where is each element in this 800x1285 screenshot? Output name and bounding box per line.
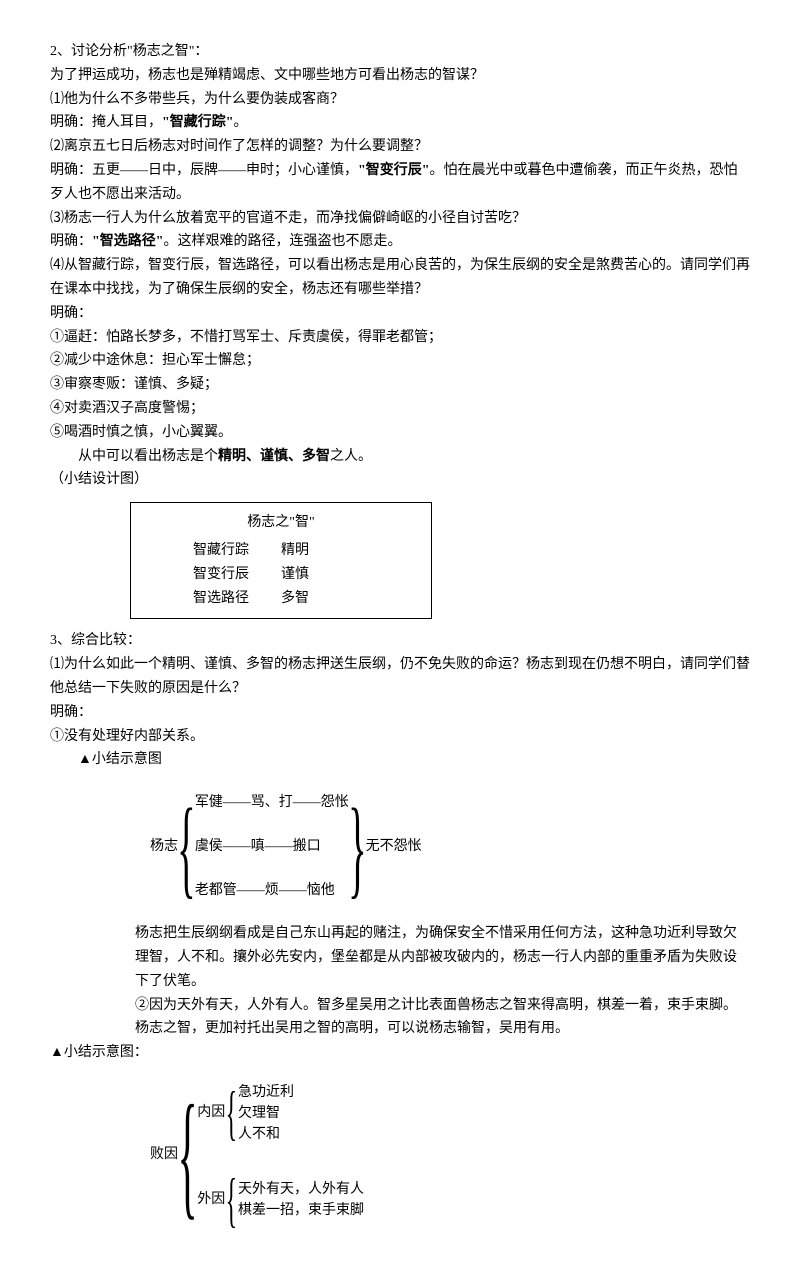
list-item-1: ①逼赶：怕路长梦多，不惜打骂军士、斥责虞侯，得罪老都管； <box>50 326 750 350</box>
paragraph-1: 杨志把生辰纲纲看成是自己东山再起的赌注，为确保安全不惜采用任何方法，这种急功近利… <box>135 922 750 993</box>
brace-icon: { <box>226 1086 238 1141</box>
leaf-item: 人不和 <box>238 1124 294 1145</box>
table-title: 杨志之"智" <box>161 511 401 535</box>
a2-pre: 明确：五更——日中，辰牌——申时；小心谨慎， <box>50 163 358 178</box>
diagram1-label: ▲小结示意图 <box>78 748 750 772</box>
section2-heading: 2、讨论分析"杨志之智"： <box>50 40 750 64</box>
summary-table: 杨志之"智" 智藏行踪精明 智变行辰谨慎 智选路径多智 <box>130 502 432 619</box>
diagram2-label: ▲小结示意图： <box>50 1041 750 1065</box>
brace-icon: { <box>226 1173 238 1228</box>
diagram-line: 虞侯——嗔——搬口 <box>195 835 349 859</box>
a1-pre: 明确：掩人耳目， <box>50 115 162 130</box>
a1-post: 。 <box>234 115 248 130</box>
q3: ⑶杨志一行人为什么放着宽平的官道不走，而净找偏僻崎岖的小径自讨苦吃？ <box>50 207 750 231</box>
section3-heading: 3、综合比较： <box>50 629 750 653</box>
brace-icon: { <box>177 792 195 902</box>
list-item-3: ③审察枣贩：谨慎、多疑； <box>50 373 750 397</box>
section2-intro: 为了押运成功，杨志也是殚精竭虑、文中哪些地方可看出杨志的智谋？ <box>50 64 750 88</box>
design-label: （小结设计图） <box>50 468 750 492</box>
a2: 明确：五更——日中，辰牌——申时；小心谨慎，"智变行辰"。怕在晨光中或暮色中遭偷… <box>50 159 750 207</box>
diagram-line: 老都管——烦——恼他 <box>195 879 349 903</box>
concl-bold: 精明、谨慎、多智 <box>218 449 330 464</box>
leaf-item: 欠理智 <box>238 1103 294 1124</box>
list-item-2: ②减少中途休息：担心军士懈怠； <box>50 349 750 373</box>
s3-reason1: ①没有处理好内部关系。 <box>50 725 750 749</box>
diagram-left-label: 杨志 <box>150 835 178 859</box>
q4: ⑷从智藏行踪，智变行辰，智选路径，可以看出杨志是用心良苦的，为保生辰纲的安全是煞… <box>50 254 750 302</box>
table-cell: 智藏行踪 <box>161 539 281 563</box>
brace-icon: } <box>348 792 366 902</box>
branch-label: 外因 <box>197 1188 225 1212</box>
a3-post: 。这样艰难的路径，连强盗也不愿走。 <box>164 234 402 249</box>
relationship-diagram: 杨志 { 军健——骂、打——怨怅 虞侯——嗔——搬口 老都管——烦——恼他 } … <box>150 782 750 912</box>
table-cell: 智选路径 <box>161 587 281 611</box>
q2: ⑵离京五七日后杨志对时间作了怎样的调整？为什么要调整？ <box>50 135 750 159</box>
table-cell: 精明 <box>281 539 361 563</box>
paragraph-2: ②因为天外有天，人外有人。智多星吴用之计比表面兽杨志之智来得高明，棋差一着，束手… <box>135 994 750 1042</box>
table-cell: 谨慎 <box>281 563 361 587</box>
a2-bold: "智变行辰" <box>358 163 430 178</box>
a3-bold: "智选路径" <box>92 234 164 249</box>
q1: ⑴他为什么不多带些兵，为什么要伪装成客商？ <box>50 88 750 112</box>
a3-pre: 明确： <box>50 234 92 249</box>
diagram-line: 军健——骂、打——怨怅 <box>195 791 349 815</box>
a1: 明确：掩人耳目，"智藏行踪"。 <box>50 111 750 135</box>
concl-post: 之人。 <box>330 449 372 464</box>
a3: 明确："智选路径"。这样艰难的路径，连强盗也不愿走。 <box>50 230 750 254</box>
branch-label: 内因 <box>197 1101 225 1125</box>
cause-diagram: 败因 { 内因 { 急功近利 欠理智 人不和 外因 { 天外有天，人外有人 棋差… <box>150 1075 750 1235</box>
table-cell: 多智 <box>281 587 361 611</box>
leaf-item: 棋差一招，束手束脚 <box>238 1200 364 1221</box>
a4-label: 明确： <box>50 302 750 326</box>
a1-bold: "智藏行踪" <box>162 115 234 130</box>
brace-icon: { <box>178 1085 198 1225</box>
leaf-item: 急功近利 <box>238 1082 294 1103</box>
diagram-root-label: 败因 <box>150 1143 178 1167</box>
conclusion: 从中可以看出杨志是个精明、谨慎、多智之人。 <box>78 445 750 469</box>
list-item-4: ④对卖酒汉子高度警惕； <box>50 397 750 421</box>
table-cell: 智变行辰 <box>161 563 281 587</box>
leaf-item: 天外有天，人外有人 <box>238 1179 364 1200</box>
concl-pre: 从中可以看出杨志是个 <box>78 449 218 464</box>
list-item-5: ⑤喝酒时慎之慎，小心翼翼。 <box>50 421 750 445</box>
diagram-right-label: 无不怨怅 <box>366 835 422 859</box>
s3-q1: ⑴为什么如此一个精明、谨慎、多智的杨志押送生辰纲，仍不免失败的命运？杨志到现在仍… <box>50 653 750 701</box>
s3-a-label: 明确： <box>50 701 750 725</box>
